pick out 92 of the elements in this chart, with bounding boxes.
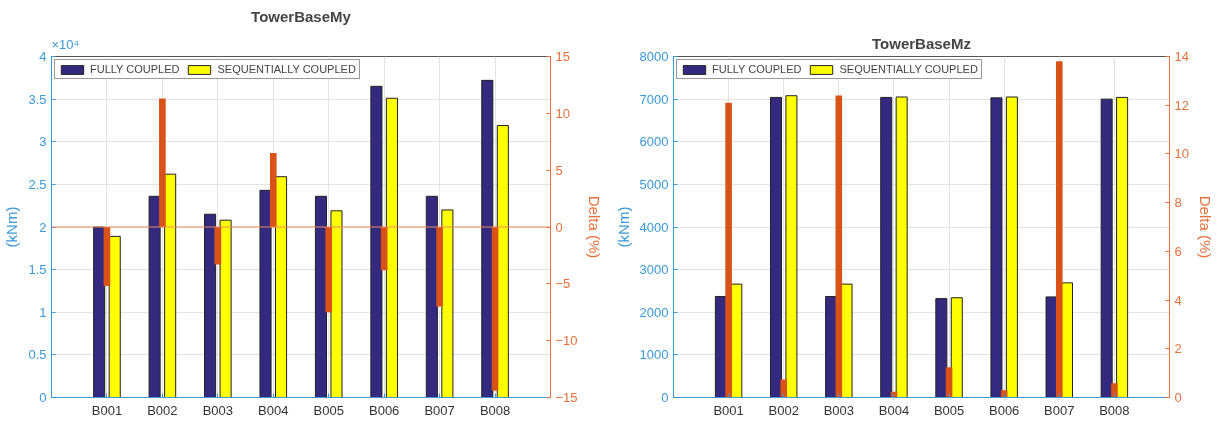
- x-tick-label: B008: [479, 402, 511, 418]
- x-tick-label: B005: [933, 402, 965, 418]
- legend-label: SEQUENTIALLY COUPLED: [839, 63, 978, 75]
- bar: [259, 189, 272, 398]
- legend-label: SEQUENTIALLY COUPLED: [217, 63, 356, 75]
- x-tick-label: B005: [313, 402, 344, 418]
- bar: [895, 96, 908, 398]
- x-tick-label: B001: [713, 402, 744, 418]
- bar: [780, 379, 788, 398]
- bar: [770, 96, 783, 398]
- bar: [108, 235, 121, 398]
- y-tick-label: 4000: [639, 219, 669, 235]
- bar: [93, 226, 106, 398]
- bar: [725, 102, 732, 398]
- y-tick-label: 3.5: [28, 91, 47, 107]
- bar: [785, 95, 798, 398]
- bar: [1005, 96, 1018, 398]
- x-tick-label: B004: [258, 402, 289, 418]
- x-tick-label: B001: [91, 402, 123, 418]
- y-tick-label: 6000: [639, 134, 669, 150]
- y-tick-label: 1: [39, 304, 47, 320]
- y-tick-label: 5000: [639, 176, 669, 192]
- text: ×10⁴: [51, 36, 80, 52]
- bar: [835, 95, 843, 398]
- bar: [950, 297, 963, 398]
- y2-tick-label: 0: [555, 219, 563, 235]
- legend-label: FULLY COUPLED: [712, 63, 802, 75]
- bar: [314, 195, 327, 398]
- bar: [219, 219, 232, 398]
- y2-tick-label: 14: [1174, 49, 1189, 64]
- y2-tick-label: 6: [1174, 243, 1182, 259]
- bar: [370, 85, 383, 398]
- y-tick-label: 0: [39, 390, 47, 405]
- x-tick-label: B008: [1099, 402, 1130, 418]
- y2-axis-title: Delta (%): [1196, 195, 1214, 259]
- bar: [148, 195, 161, 398]
- y2-tick-label: 15: [555, 49, 570, 64]
- y-tick-label: 7000: [639, 91, 669, 107]
- y2-tick-label: −5: [555, 276, 571, 292]
- y2-tick-label: 2: [1174, 341, 1182, 357]
- y-tick-label: 1.5: [28, 262, 47, 278]
- bar: [275, 176, 288, 398]
- y2-tick-label: 12: [1174, 97, 1189, 113]
- x-tick-label: B007: [1044, 402, 1075, 418]
- y2-tick-label: 5: [555, 162, 563, 178]
- bar: [1045, 296, 1058, 398]
- y-axis-title: (kNm): [614, 206, 632, 248]
- bar: [935, 298, 948, 398]
- legend-label: FULLY COUPLED: [90, 63, 180, 75]
- y2-tick-label: −10: [555, 333, 578, 349]
- y2-tick-label: 10: [1174, 146, 1189, 162]
- x-tick-label: B003: [202, 402, 234, 418]
- bar: [164, 173, 177, 398]
- y-axis-title: (kNm): [3, 206, 21, 248]
- bar: [204, 213, 217, 398]
- bar: [990, 97, 1003, 398]
- y-tick-label: 0.5: [28, 347, 47, 363]
- bar: [330, 210, 343, 398]
- y-tick-label: 2000: [639, 304, 669, 320]
- y-tick-label: 3000: [639, 262, 669, 278]
- bar: [1100, 98, 1113, 398]
- x-tick-label: B002: [768, 402, 799, 418]
- x-tick-label: B007: [424, 402, 455, 418]
- bar: [441, 209, 454, 398]
- y-tick-label: 3: [39, 134, 47, 150]
- y2-tick-label: 8: [1174, 195, 1182, 211]
- bar: [1116, 96, 1129, 398]
- bar: [385, 97, 398, 398]
- y2-tick-label: 10: [555, 105, 570, 121]
- chart-title: TowerBaseMy: [251, 7, 352, 25]
- x-tick-label: B002: [147, 402, 178, 418]
- chart-title: TowerBaseMz: [872, 34, 971, 52]
- bar: [425, 195, 438, 398]
- y-tick-label: 0: [661, 390, 669, 405]
- y2-tick-label: 4: [1174, 292, 1182, 308]
- y-tick-label: 2.5: [28, 176, 47, 192]
- x-tick-label: B006: [368, 402, 400, 418]
- x-tick-label: B006: [988, 402, 1020, 418]
- y-tick-label: 8000: [639, 49, 669, 64]
- y2-tick-label: −15: [555, 390, 578, 405]
- x-tick-label: B003: [823, 402, 855, 418]
- bar: [436, 227, 443, 307]
- bar: [880, 96, 893, 398]
- y2-tick-label: 0: [1174, 390, 1182, 405]
- x-tick-label: B004: [878, 402, 910, 418]
- bar: [1055, 61, 1063, 398]
- y-tick-label: 2: [39, 219, 47, 235]
- bar: [159, 98, 166, 227]
- bar: [1111, 383, 1118, 398]
- y-tick-label: 4: [39, 49, 47, 64]
- y2-axis-title: Delta (%): [585, 195, 603, 259]
- y-tick-label: 1000: [639, 347, 669, 363]
